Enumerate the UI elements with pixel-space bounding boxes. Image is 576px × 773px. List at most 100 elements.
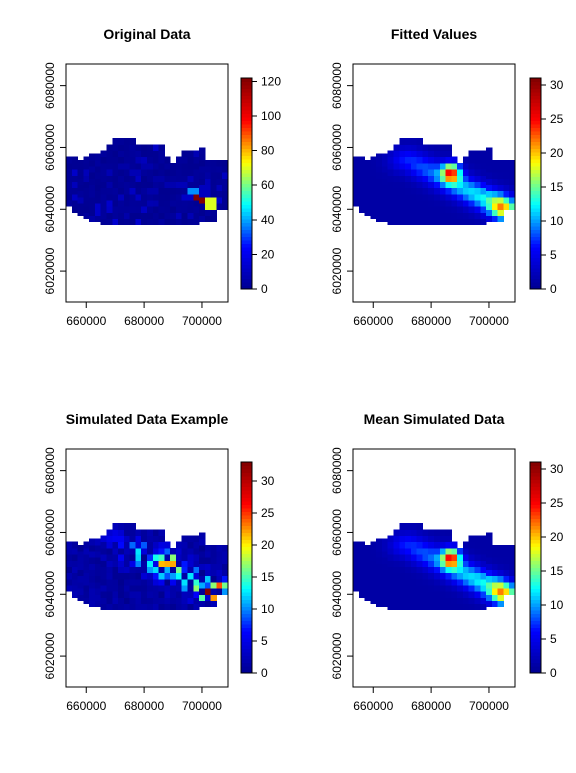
heatmap-cell <box>445 591 452 598</box>
heatmap-cell <box>416 193 423 201</box>
heatmap-cell <box>451 212 458 220</box>
heatmap-cell <box>422 578 429 586</box>
heatmap-cell <box>451 554 458 561</box>
plot-frame <box>352 63 516 303</box>
colorbar-label: 0 <box>261 282 268 296</box>
colorbar-segment <box>530 130 541 135</box>
colorbar-segment <box>241 648 252 653</box>
heatmap-cell <box>416 212 423 220</box>
colorbar-segment <box>530 553 541 558</box>
x-tick-label: 700000 <box>469 699 509 713</box>
heatmap-cell <box>468 156 475 164</box>
heatmap-cell <box>193 193 200 201</box>
colorbar-segment <box>530 595 541 600</box>
heatmap-cell <box>141 181 148 189</box>
colorbar-label: 15 <box>261 570 275 584</box>
heatmap-cell <box>480 547 487 555</box>
heatmap-cell <box>187 591 194 598</box>
heatmap-cell <box>445 181 452 189</box>
heatmap-cell <box>416 144 423 152</box>
colorbar-segment <box>530 141 541 146</box>
heatmap-cell <box>158 554 165 561</box>
heatmap-cell <box>462 560 470 567</box>
heatmap-cell <box>480 560 487 567</box>
heatmap-cell <box>405 591 412 598</box>
colorbar-segment <box>530 232 541 237</box>
heatmap-cell <box>187 597 194 605</box>
heatmap-cell <box>112 529 119 537</box>
colorbar-label: 10 <box>550 214 564 228</box>
heatmap-cell <box>199 147 206 155</box>
heatmap-cell <box>147 200 154 207</box>
heatmap-cell <box>451 597 458 605</box>
heatmap-cell <box>445 175 452 182</box>
heatmap-cell <box>381 153 389 161</box>
heatmap-cell <box>405 169 412 176</box>
heatmap-cell <box>210 159 217 167</box>
colorbar-label: 30 <box>261 474 275 488</box>
colorbar-label: 40 <box>261 213 275 227</box>
heatmap-cell <box>100 156 107 164</box>
heatmap-cell <box>175 212 183 220</box>
colorbar-segment <box>241 218 252 223</box>
heatmap-cell <box>462 206 470 213</box>
heatmap-cell <box>83 578 90 586</box>
heatmap-cell <box>199 569 206 577</box>
heatmap-cell <box>439 181 447 189</box>
heatmap-cell <box>123 585 131 592</box>
heatmap-cell <box>152 597 160 605</box>
heatmap-cell <box>77 203 84 210</box>
colorbar-segment <box>530 613 541 618</box>
heatmap-cell <box>399 560 406 567</box>
colorbar-segment <box>530 571 541 576</box>
heatmap-cell <box>416 547 423 555</box>
colorbar-segment <box>241 490 252 495</box>
colorbar-segment <box>530 158 541 163</box>
heatmap-cell <box>393 212 400 220</box>
heatmap-cell <box>353 547 360 555</box>
heatmap-cell <box>100 566 107 574</box>
heatmap-cell <box>387 218 394 226</box>
heatmap-cell <box>434 541 441 549</box>
heatmap-cell <box>106 591 113 598</box>
heatmap-cell <box>439 591 447 598</box>
heatmap-cells <box>66 523 229 611</box>
heatmap-cell <box>480 591 487 598</box>
heatmap-cell <box>135 578 142 586</box>
heatmap-cell <box>503 203 510 210</box>
heatmap-cell <box>353 193 360 201</box>
heatmap-cell <box>152 529 160 537</box>
heatmap-cell <box>486 532 493 540</box>
heatmap-cell <box>89 159 96 167</box>
heatmap-cell <box>462 541 470 549</box>
heatmap-cell <box>135 212 142 220</box>
heatmap-cell <box>480 162 487 170</box>
heatmap-cell <box>422 175 429 182</box>
heatmap-cell <box>112 578 119 586</box>
heatmap-cell <box>210 594 217 601</box>
colorbar-segment <box>530 113 541 118</box>
heatmap-cell <box>434 150 441 158</box>
heatmap-cell <box>71 187 79 195</box>
heatmap-cell <box>358 193 366 201</box>
colorbar-segment <box>530 183 541 188</box>
heatmap-cell <box>486 575 493 583</box>
heatmap-cell <box>445 200 452 207</box>
heatmap-cell <box>193 566 200 574</box>
heatmap-cell <box>152 566 160 574</box>
heatmap-cell <box>112 212 119 220</box>
heatmap-cell <box>422 169 429 176</box>
heatmap-cell <box>71 181 79 189</box>
heatmap-cell <box>410 181 418 189</box>
heatmap-cell <box>474 541 481 549</box>
heatmap-cell <box>405 541 412 549</box>
heatmap-cell <box>210 166 217 173</box>
heatmap-cell <box>83 541 90 549</box>
heatmap-cell <box>187 535 194 543</box>
heatmap-cell <box>210 196 217 204</box>
colorbar-segment <box>530 616 541 621</box>
heatmap-cell <box>428 181 435 189</box>
heatmap-cell <box>416 181 423 189</box>
heatmap-cell <box>164 560 171 567</box>
heatmap-cell <box>199 215 206 223</box>
